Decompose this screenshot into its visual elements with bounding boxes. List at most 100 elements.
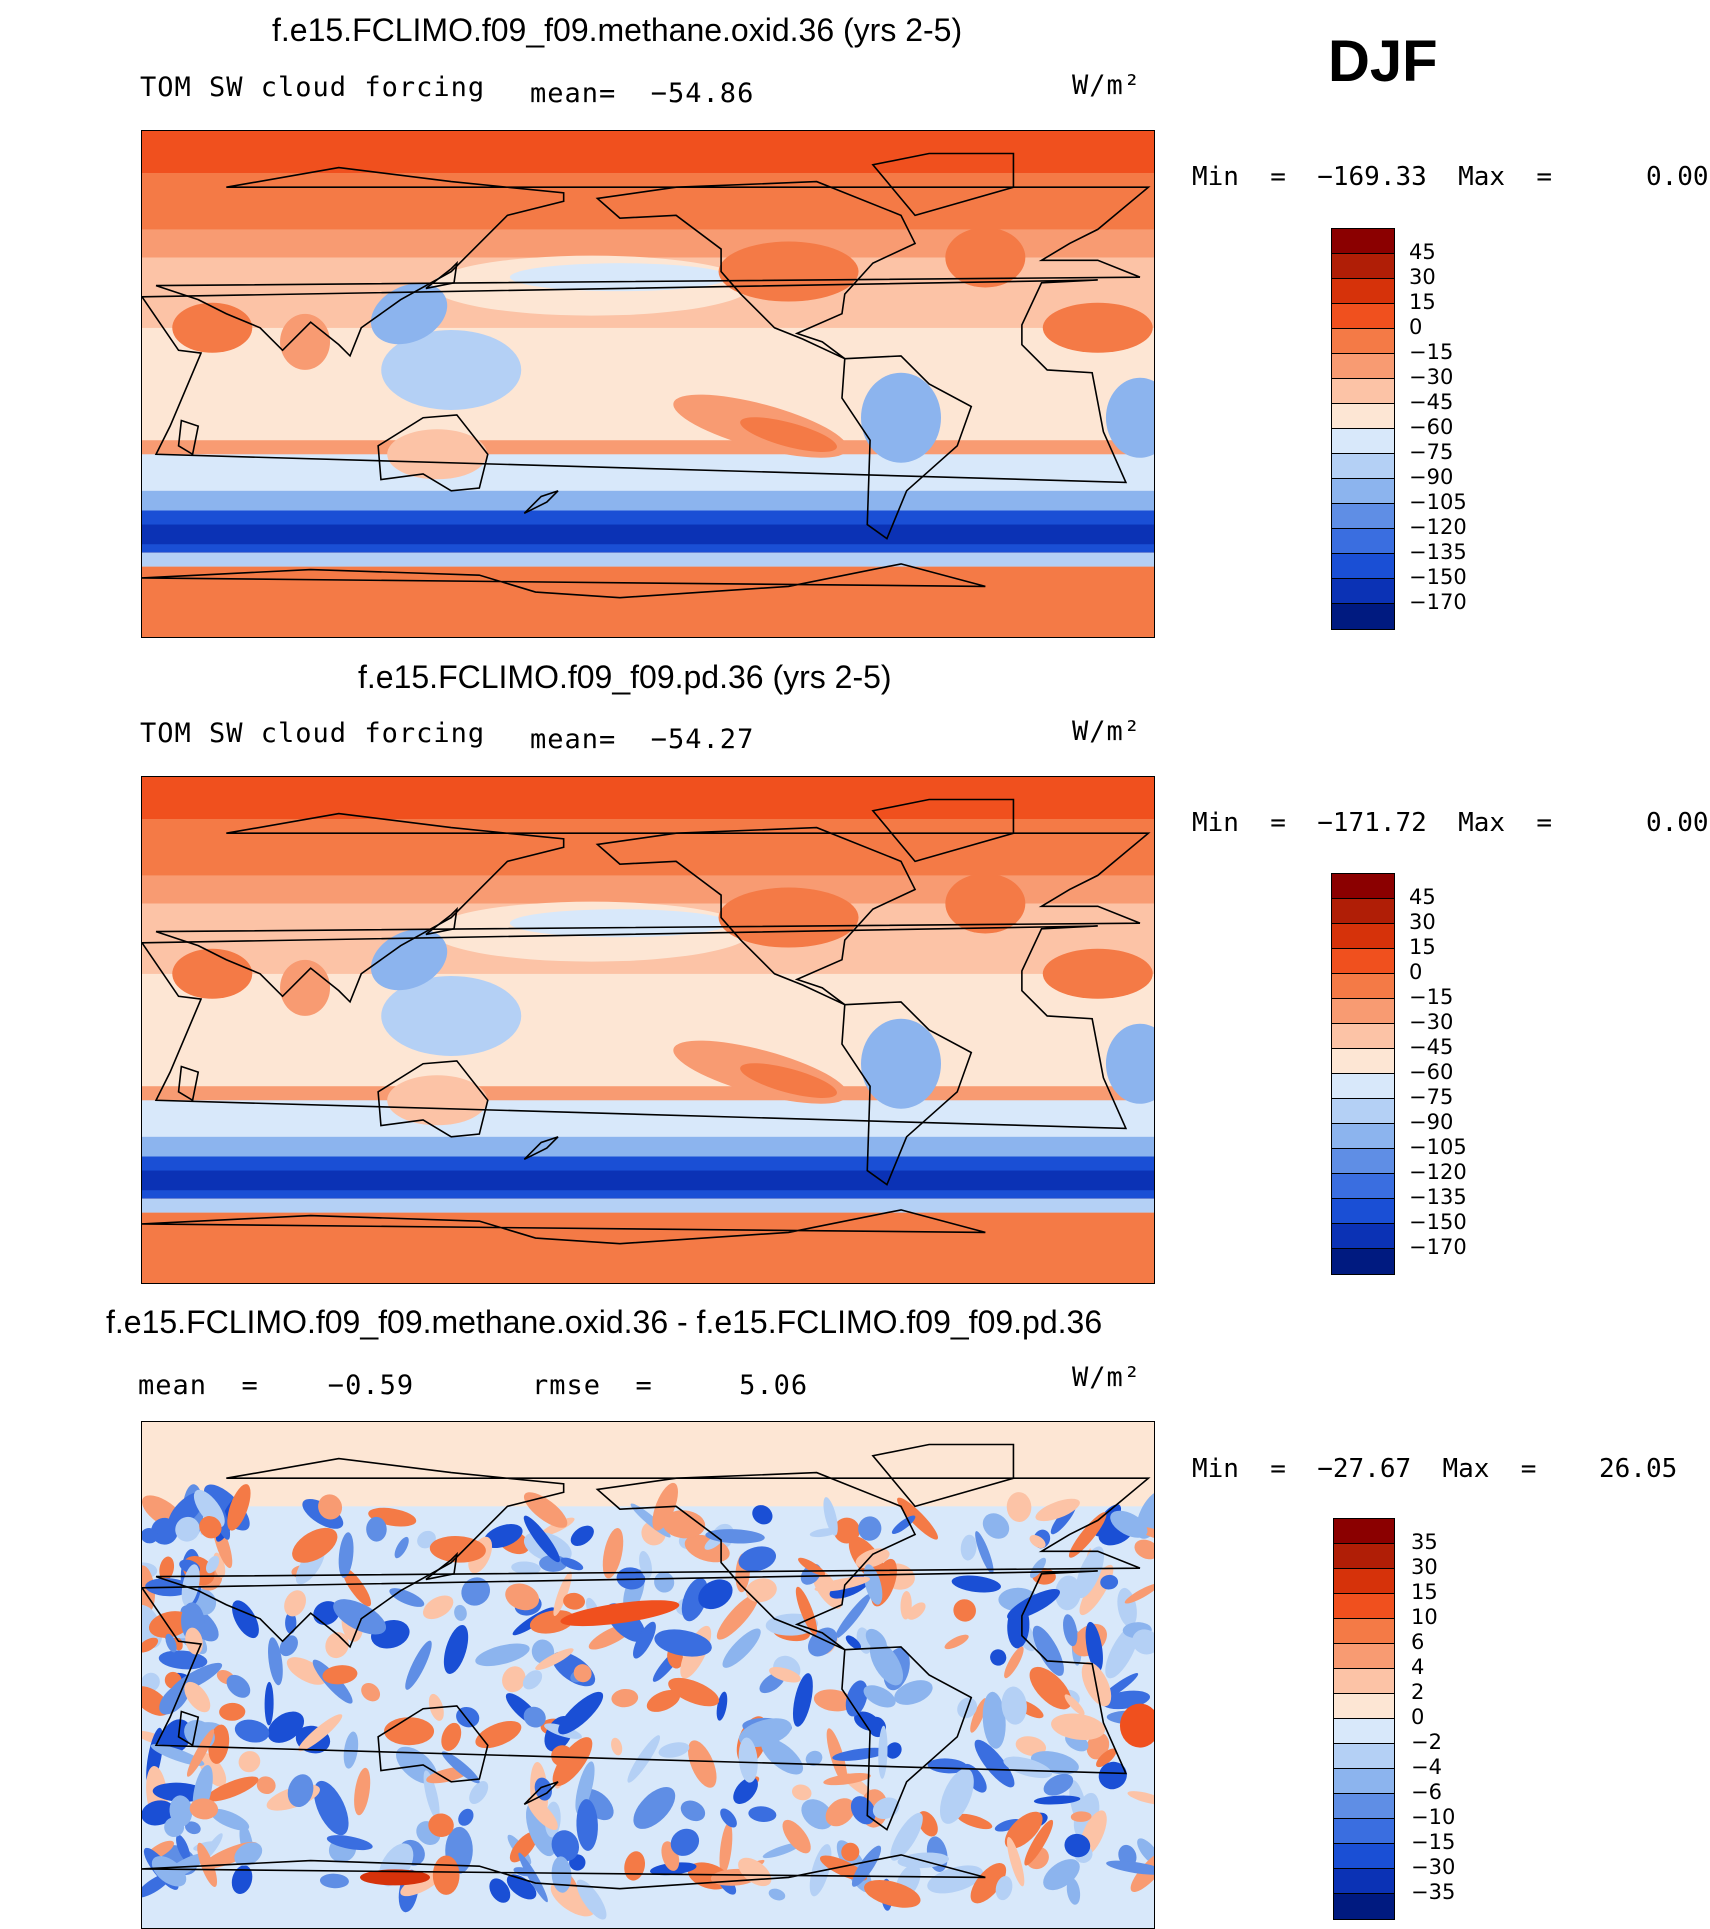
colorbar-swatch xyxy=(1332,554,1394,579)
colorbar-tick-label: 6 xyxy=(1411,1630,1425,1654)
panel-3-map xyxy=(141,1421,1155,1929)
colorbar-swatch xyxy=(1332,354,1394,379)
colorbar-swatch xyxy=(1332,949,1394,974)
colorbar-tick-label: −105 xyxy=(1409,1135,1467,1159)
colorbar-swatch xyxy=(1334,1519,1394,1544)
colorbar-tick-label: −170 xyxy=(1409,1235,1467,1259)
colorbar-swatch xyxy=(1332,279,1394,304)
colorbar-swatch xyxy=(1334,1569,1394,1594)
colorbar-tick-label: 0 xyxy=(1409,315,1423,339)
colorbar-tick-label: −35 xyxy=(1411,1880,1456,1904)
colorbar-tick-label: 10 xyxy=(1411,1605,1438,1629)
panel-2-colorbar xyxy=(1331,873,1395,1275)
panel-1-colorbar xyxy=(1331,228,1395,630)
panel-2-variable-label: TOM SW cloud forcing xyxy=(140,718,486,749)
colorbar-tick-label: 4 xyxy=(1411,1655,1425,1679)
panel-1-title: f.e15.FCLIMO.f09_f09.methane.oxid.36 (yr… xyxy=(272,12,963,48)
colorbar-swatch xyxy=(1332,1124,1394,1149)
panel-2-map-field xyxy=(142,777,1154,1283)
panel-2-minmax: Min = −171.72 Max = 0.00 xyxy=(1192,808,1709,838)
colorbar-tick-label: −75 xyxy=(1409,440,1454,464)
colorbar-swatch xyxy=(1332,529,1394,554)
colorbar-swatch xyxy=(1332,579,1394,604)
panel-3-minmax: Min = −27.67 Max = 26.05 xyxy=(1192,1454,1678,1484)
colorbar-swatch xyxy=(1332,454,1394,479)
colorbar-swatch xyxy=(1334,1694,1394,1719)
colorbar-tick-label: −30 xyxy=(1411,1855,1456,1879)
colorbar-swatch xyxy=(1332,1024,1394,1049)
colorbar-swatch xyxy=(1334,1819,1394,1844)
panel-1-map xyxy=(141,130,1155,638)
colorbar-tick-label: 15 xyxy=(1409,935,1436,959)
colorbar-tick-label: −90 xyxy=(1409,465,1454,489)
colorbar-tick-label: −30 xyxy=(1409,1010,1454,1034)
panel-2-mean-label: mean= −54.27 xyxy=(530,724,755,755)
colorbar-tick-label: −170 xyxy=(1409,590,1467,614)
colorbar-swatch xyxy=(1332,429,1394,454)
colorbar-swatch xyxy=(1332,479,1394,504)
colorbar-swatch xyxy=(1332,1074,1394,1099)
colorbar-tick-label: −120 xyxy=(1409,1160,1467,1184)
colorbar-swatch xyxy=(1332,329,1394,354)
panel-2-map xyxy=(141,776,1155,1284)
colorbar-tick-label: −15 xyxy=(1409,985,1454,1009)
colorbar-tick-label: −15 xyxy=(1409,340,1454,364)
colorbar-tick-label: −6 xyxy=(1411,1780,1442,1804)
panel-3-rmse-label: rmse = 5.06 xyxy=(532,1370,809,1401)
colorbar-tick-label: 30 xyxy=(1409,265,1436,289)
colorbar-tick-label: 0 xyxy=(1409,960,1423,984)
colorbar-tick-label: 45 xyxy=(1409,885,1436,909)
colorbar-swatch xyxy=(1332,1224,1394,1249)
colorbar-tick-label: 30 xyxy=(1411,1555,1438,1579)
colorbar-tick-label: 30 xyxy=(1409,910,1436,934)
panel-2-units: W/m² xyxy=(1072,716,1142,747)
colorbar-swatch xyxy=(1332,1199,1394,1224)
colorbar-tick-label: −105 xyxy=(1409,490,1467,514)
colorbar-swatch xyxy=(1334,1844,1394,1869)
colorbar-swatch xyxy=(1334,1644,1394,1669)
colorbar-tick-label: −30 xyxy=(1409,365,1454,389)
colorbar-swatch xyxy=(1334,1619,1394,1644)
season-label: DJF xyxy=(1328,29,1438,94)
panel-2-title: f.e15.FCLIMO.f09_f09.pd.36 (yrs 2-5) xyxy=(358,659,892,695)
colorbar-tick-label: 35 xyxy=(1411,1530,1438,1554)
colorbar-swatch xyxy=(1334,1894,1394,1919)
colorbar-tick-label: −4 xyxy=(1411,1755,1442,1779)
colorbar-swatch xyxy=(1332,924,1394,949)
colorbar-tick-label: −60 xyxy=(1409,415,1454,439)
panel-1-minmax: Min = −169.33 Max = 0.00 xyxy=(1192,162,1709,192)
colorbar-swatch xyxy=(1332,404,1394,429)
colorbar-swatch xyxy=(1332,379,1394,404)
colorbar-swatch xyxy=(1334,1544,1394,1569)
colorbar-tick-label: −75 xyxy=(1409,1085,1454,1109)
colorbar-swatch xyxy=(1334,1744,1394,1769)
colorbar-tick-label: −135 xyxy=(1409,540,1467,564)
colorbar-tick-label: −60 xyxy=(1409,1060,1454,1084)
colorbar-swatch xyxy=(1332,974,1394,999)
colorbar-swatch xyxy=(1332,1049,1394,1074)
colorbar-swatch xyxy=(1332,1249,1394,1274)
colorbar-swatch xyxy=(1334,1669,1394,1694)
colorbar-swatch xyxy=(1334,1769,1394,1794)
colorbar-tick-label: −45 xyxy=(1409,390,1454,414)
panel-3-units: W/m² xyxy=(1072,1362,1142,1393)
colorbar-swatch xyxy=(1334,1594,1394,1619)
panel-3-mean-label: mean = −0.59 xyxy=(138,1370,415,1401)
colorbar-swatch xyxy=(1332,874,1394,899)
colorbar-tick-label: −2 xyxy=(1411,1730,1442,1754)
colorbar-tick-label: −10 xyxy=(1411,1805,1456,1829)
panel-3-title: f.e15.FCLIMO.f09_f09.methane.oxid.36 - f… xyxy=(106,1304,1103,1340)
colorbar-tick-label: −45 xyxy=(1409,1035,1454,1059)
panel-1-map-field xyxy=(142,131,1154,637)
colorbar-swatch xyxy=(1332,254,1394,279)
colorbar-tick-label: 0 xyxy=(1411,1705,1425,1729)
colorbar-swatch xyxy=(1332,1099,1394,1124)
colorbar-swatch xyxy=(1332,1149,1394,1174)
panel-1-units: W/m² xyxy=(1072,70,1142,101)
panel-3-colorbar xyxy=(1333,1518,1395,1920)
panel-3-map-field xyxy=(142,1422,1154,1928)
panel-1-mean-label: mean= −54.86 xyxy=(530,78,755,109)
colorbar-swatch xyxy=(1334,1869,1394,1894)
colorbar-tick-label: 15 xyxy=(1411,1580,1438,1604)
colorbar-tick-label: −120 xyxy=(1409,515,1467,539)
